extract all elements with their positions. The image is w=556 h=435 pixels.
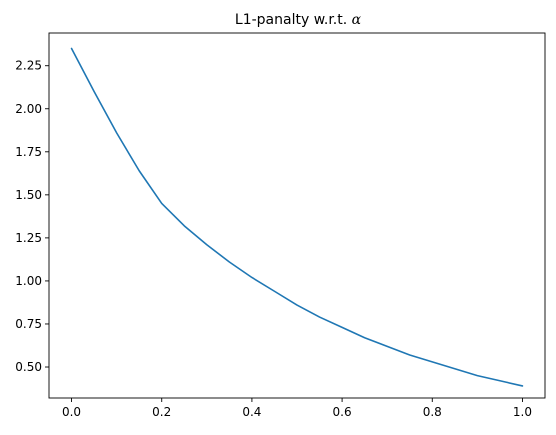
x-tick-label: 0.6 — [333, 405, 352, 419]
y-tick-label: 0.50 — [15, 360, 42, 374]
y-axis: 0.50 0.75 1.00 1.25 1.50 1.75 2.00 2.25 — [15, 59, 49, 374]
y-tick-label: 2.25 — [15, 59, 42, 73]
x-tick-label: 0.0 — [62, 405, 81, 419]
chart-title-symbol: α — [352, 12, 362, 28]
series-line-0 — [70, 47, 524, 387]
y-tick-label: 0.75 — [15, 317, 42, 331]
x-axis: 0.0 0.2 0.4 0.6 0.8 1.0 — [62, 398, 532, 419]
y-tick-label: 1.00 — [15, 274, 42, 288]
x-tick-label: 0.2 — [152, 405, 171, 419]
plot-area — [48, 32, 546, 399]
x-tick-label: 1.0 — [513, 405, 532, 419]
x-tick-label: 0.8 — [423, 405, 442, 419]
y-tick-label: 1.75 — [15, 145, 42, 159]
x-tick-label: 0.4 — [242, 405, 261, 419]
chart-title-text: L1-panalty w.r.t. — [235, 12, 352, 28]
plot-frame — [48, 32, 546, 399]
y-tick-label: 1.25 — [15, 231, 42, 245]
y-tick-label: 2.00 — [15, 102, 42, 116]
y-tick-label: 1.50 — [15, 188, 42, 202]
chart-title: L1-panalty w.r.t. α — [235, 12, 362, 28]
series-layer — [70, 47, 524, 387]
